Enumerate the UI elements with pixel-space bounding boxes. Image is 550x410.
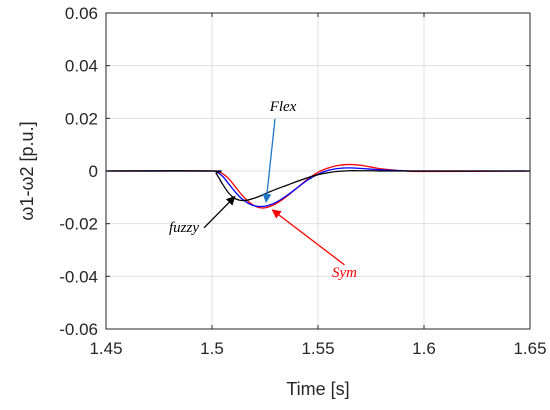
y-tick-label: 0.04 [65, 57, 98, 76]
annotation-arrow-sym [271, 209, 345, 266]
series-line-fuzzy [105, 170, 530, 202]
y-axis-label: ω1-ω2 [p.u.] [17, 121, 37, 220]
y-tick-label: -0.02 [59, 215, 98, 234]
annotation-label-sym: Sym [332, 265, 357, 281]
annotation-arrow-flex [262, 118, 276, 203]
x-tick-label: 1.45 [89, 339, 122, 358]
x-tick-label: 1.55 [301, 339, 334, 358]
annotation-arrow-fuzzy [203, 195, 236, 229]
series-line-sym [105, 163, 531, 209]
y-tick-label: 0.02 [65, 109, 98, 128]
series-line-flex [105, 167, 531, 208]
series-lines [105, 163, 531, 209]
annotation-label-fuzzy: fuzzy [169, 220, 199, 236]
x-tick-label: 1.65 [513, 339, 546, 358]
y-tick-label: -0.06 [59, 320, 98, 339]
y-tick-label: -0.04 [59, 267, 98, 286]
x-tick-label: 1.5 [200, 339, 224, 358]
y-tick-labels: 0.06 0.04 0.02 0 -0.02 -0.04 -0.06 [59, 4, 98, 339]
annotation-label-flex: Flex [269, 99, 297, 115]
x-tick-labels: 1.45 1.5 1.55 1.6 1.65 [89, 339, 546, 358]
tick-marks [105, 12, 531, 330]
y-tick-label: 0.06 [65, 4, 98, 23]
annotations: Flex fuzzy Sym [169, 99, 357, 281]
x-axis-label: Time [s] [286, 379, 349, 399]
x-tick-label: 1.6 [412, 339, 436, 358]
y-tick-label: 0 [89, 162, 98, 181]
